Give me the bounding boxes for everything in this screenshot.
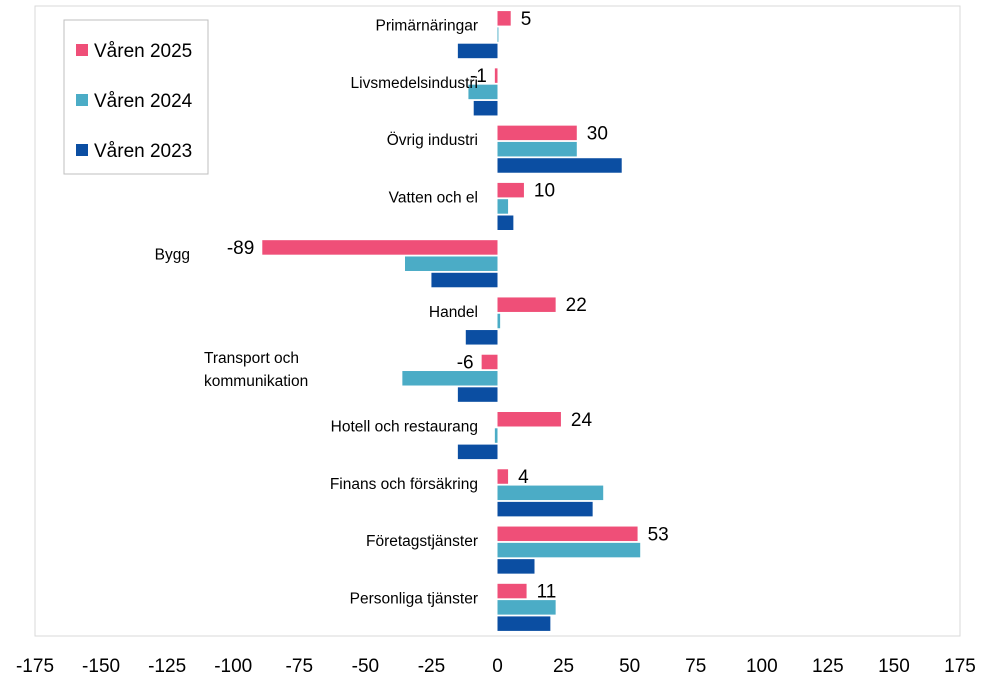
- bar-varen-2023-finans-och-forsakring: [497, 501, 593, 517]
- category-label-livsmedelsindustri: Livsmedelsindustri: [351, 75, 479, 92]
- bar-varen-2024-finans-och-forsakring: [497, 485, 604, 501]
- data-label-handel: 22: [566, 295, 587, 316]
- x-tick-label: 150: [878, 656, 910, 677]
- x-tick-label: -25: [418, 656, 445, 677]
- category-label-primarnaringar: Primärnäringar: [375, 18, 478, 35]
- category-label-finans-och-forsakring: Finans och försäkring: [330, 476, 478, 493]
- x-tick-label: -150: [82, 656, 120, 677]
- x-axis-tick-labels: -175 -150 -125 -100 -75 -50 -25 0 25 50 75 100 125 15…: [16, 656, 976, 677]
- bar-varen-2025-hotell-och-restaurang: [497, 412, 561, 427]
- bar-varen-2023-livsmedelsindustri: [473, 100, 498, 116]
- bar-varen-2023-vatten-och-el: [497, 215, 514, 230]
- legend-entry-varen-2025: Våren 2025: [94, 41, 192, 62]
- x-tick-label: -175: [16, 656, 54, 677]
- legend-swatch-varen-2025: [76, 44, 88, 56]
- data-label-personliga-tjanster: 11: [537, 582, 557, 603]
- bar-varen-2024-foretagstjanster: [497, 542, 641, 558]
- plot-area-border: [34, 5, 961, 637]
- x-tick-label: 50: [619, 656, 640, 677]
- bar-varen-2024-livsmedelsindustri: [468, 84, 498, 100]
- bar-varen-2025-transport-och-kommunikation: [481, 354, 498, 370]
- data-label-finans-och-forsakring: 4: [518, 467, 529, 488]
- data-label-foretagstjanster: 53: [648, 524, 669, 545]
- x-tick-label: -125: [148, 656, 186, 677]
- bar-varen-2024-handel: [497, 313, 501, 329]
- category-label-hotell-och-restaurang: Hotell och restaurang: [331, 419, 478, 436]
- data-label-vatten-och-el: 10: [534, 181, 555, 202]
- bar-varen-2024-bygg: [405, 256, 498, 271]
- bar-varen-2025-foretagstjanster: [497, 526, 638, 542]
- bar-varen-2023-personliga-tjanster: [497, 616, 551, 631]
- x-tick-label: 175: [944, 656, 976, 677]
- data-labels: 5 -1 30 10 -89 22 -6 24 4 53 11: [227, 9, 669, 603]
- data-label-primarnaringar: 5: [521, 9, 532, 30]
- bar-varen-2025-ovrig-industri: [497, 125, 577, 141]
- data-label-bygg: -89: [227, 238, 254, 259]
- data-label-transport-och-kommunikation: -6: [457, 352, 474, 373]
- data-label-livsmedelsindustri: -1: [470, 66, 487, 87]
- bar-varen-2025-personliga-tjanster: [497, 583, 527, 599]
- bar-varen-2023-foretagstjanster: [497, 559, 535, 574]
- bar-varen-2023-bygg: [431, 272, 498, 288]
- bar-varen-2025-primarnaringar: [497, 11, 511, 26]
- bar-varen-2024-vatten-och-el: [497, 199, 509, 214]
- data-label-hotell-och-restaurang: 24: [571, 410, 593, 431]
- data-label-ovrig-industri: 30: [587, 123, 608, 144]
- legend: Våren 2025 Våren 2024 Våren 2023: [63, 19, 209, 175]
- category-label-vatten-och-el: Vatten och el: [389, 189, 478, 206]
- bar-varen-2025-bygg: [262, 240, 498, 255]
- bar-varen-2023-transport-och-kommunikation: [457, 387, 498, 402]
- x-tick-label: 75: [685, 656, 706, 677]
- bar-varen-2024-ovrig-industri: [497, 141, 577, 157]
- category-label-ovrig-industri: Övrig industri: [387, 131, 478, 149]
- x-tick-label: -100: [214, 656, 252, 677]
- category-label-transport-och-kommunikation-line-1: Transport och: [204, 350, 299, 367]
- x-tick-label: -75: [286, 656, 313, 677]
- bar-varen-2024-personliga-tjanster: [497, 600, 556, 615]
- legend-swatch-varen-2023: [76, 144, 88, 156]
- bar-varen-2023-ovrig-industri: [497, 158, 622, 173]
- bar-varen-2023-primarnaringar: [457, 43, 498, 59]
- category-labels: Primärnäringar Livsmedelsindustri Övrig in…: [155, 18, 478, 608]
- x-tick-label: 0: [492, 656, 503, 677]
- x-tick-label: 25: [553, 656, 574, 677]
- bar-varen-2024-hotell-och-restaurang: [494, 428, 498, 443]
- category-label-bygg: Bygg: [155, 247, 190, 264]
- legend-entry-varen-2023: Våren 2023: [94, 141, 192, 162]
- x-tick-label: 125: [812, 656, 844, 677]
- bar-varen-2023-hotell-och-restaurang: [457, 444, 498, 460]
- legend-swatch-varen-2024: [76, 94, 88, 106]
- bars-group: [262, 11, 641, 631]
- bar-varen-2025-vatten-och-el: [497, 182, 524, 198]
- legend-entry-varen-2024: Våren 2024: [94, 91, 193, 112]
- category-label-handel: Handel: [429, 304, 478, 321]
- bar-varen-2025-handel: [497, 297, 556, 312]
- bar-varen-2025-livsmedelsindustri: [494, 68, 498, 83]
- bar-varen-2024-transport-och-kommunikation: [402, 371, 498, 386]
- bar-varen-2024-primarnaringar: [497, 27, 499, 42]
- category-label-personliga-tjanster: Personliga tjänster: [350, 590, 478, 607]
- x-tick-label: 100: [746, 656, 778, 677]
- category-label-foretagstjanster: Företagstjänster: [366, 533, 478, 550]
- category-label-transport-och-kommunikation-line-2: kommunikation: [204, 373, 308, 390]
- bar-varen-2023-handel: [465, 330, 498, 345]
- bar-varen-2025-finans-och-forsakring: [497, 469, 509, 484]
- x-tick-label: -50: [352, 656, 379, 677]
